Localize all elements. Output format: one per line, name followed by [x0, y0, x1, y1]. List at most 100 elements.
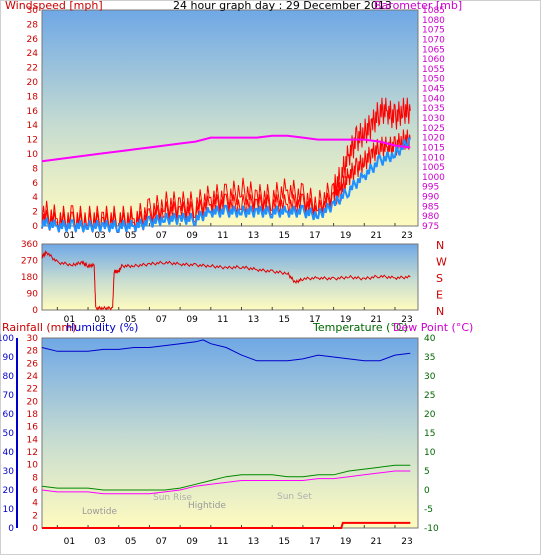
tick-layer: 0246810121416182022242628309759809859909… [0, 6, 447, 547]
baro-axis-title: Barometer [mb] [374, 0, 462, 12]
x-tick-label: 13 [248, 537, 259, 547]
rain-y-tick-label: 22 [27, 385, 38, 395]
rain-y-tick-label: 12 [27, 448, 38, 458]
x-tick-label: 13 [248, 315, 259, 325]
wind-baro-panel [41, 9, 419, 227]
temp-y-tick-label: 5 [424, 467, 430, 477]
hum-y-tick-label: 10 [3, 505, 15, 515]
rain-y-tick-label: 14 [27, 435, 39, 445]
baro-y-tick-label: 1025 [422, 124, 445, 134]
annotation-sunrise: Sun Rise [153, 493, 192, 503]
baro-y-tick-label: 995 [422, 183, 439, 193]
x-tick-label: 19 [340, 315, 352, 325]
hum-y-tick-label: 30 [3, 467, 15, 477]
temp-y-tick-label: -10 [424, 524, 439, 534]
x-tick-label: 15 [278, 315, 289, 325]
annotation-hightide: Hightide [188, 501, 226, 511]
baro-y-tick-label: 1020 [422, 134, 445, 144]
hum-y-tick-label: 100 [0, 334, 14, 344]
temp-y-tick-label: 10 [424, 448, 436, 458]
x-tick-label: 23 [401, 231, 412, 241]
dew-series-line [41, 470, 411, 495]
baro-y-tick-label: 1070 [422, 35, 445, 45]
x-tick-label: 07 [156, 537, 167, 547]
baro-y-tick-label: 1050 [422, 75, 445, 85]
temp-y-tick-label: 35 [424, 353, 435, 363]
baro-series-line [41, 134, 411, 163]
x-tick-label: 11 [217, 231, 228, 241]
temp-y-tick-label: 15 [424, 429, 435, 439]
rain-hum-temp-panel [41, 337, 419, 529]
x-tick-label: 11 [217, 537, 228, 547]
annotation-lowtide: Lowtide [82, 507, 117, 517]
x-tick-label: 05 [125, 315, 136, 325]
rain-series-line [42, 521, 411, 529]
hum-y-tick-label: 60 [3, 410, 15, 420]
temp-y-tick-label: 0 [424, 486, 430, 496]
wind-y-tick-label: 16 [27, 107, 39, 117]
rain-y-tick-label: 10 [27, 461, 39, 471]
temp-axis-title: Temperature (°C) [312, 321, 408, 334]
compass-label: N [436, 305, 444, 318]
hum-axis-title: Humidity (%) [66, 321, 138, 334]
hum-y-tick-label: 0 [8, 524, 14, 534]
compass-label: S [436, 272, 443, 285]
x-tick-label: 09 [186, 315, 198, 325]
baro-y-tick-label: 1040 [422, 94, 445, 104]
page-title: 24 hour graph day : 29 December 2013 [173, 0, 392, 12]
hum-y-tick-label: 80 [3, 372, 15, 382]
dir-series-line [41, 249, 411, 311]
dir-y-tick-label: 360 [21, 240, 38, 250]
dir-y-tick-label: 90 [27, 290, 39, 300]
wind-y-tick-label: 4 [32, 193, 38, 203]
hum-y-tick-label: 70 [3, 391, 15, 401]
hum-y-tick-label: 50 [3, 429, 15, 439]
temp-y-tick-label: 25 [424, 391, 435, 401]
x-tick-label: 13 [248, 231, 259, 241]
baro-y-tick-label: 1080 [422, 16, 445, 26]
baro-y-tick-label: 1075 [422, 26, 445, 36]
wind-y-tick-label: 26 [27, 35, 39, 45]
baro-y-tick-label: 1065 [422, 45, 445, 55]
x-tick-label: 01 [64, 315, 75, 325]
x-tick-label: 03 [94, 231, 105, 241]
x-tick-label: 03 [94, 315, 105, 325]
baro-y-tick-label: 975 [422, 222, 439, 232]
rain-y-tick-label: 8 [32, 473, 38, 483]
x-tick-label: 01 [64, 537, 75, 547]
rain-y-tick-label: 26 [27, 359, 39, 369]
x-tick-label: 21 [371, 537, 382, 547]
dir-y-tick-label: 180 [21, 273, 38, 283]
rain-y-tick-label: 24 [27, 372, 39, 382]
x-tick-label: 05 [125, 231, 136, 241]
x-tick-label: 23 [401, 315, 412, 325]
baro-y-tick-label: 980 [422, 212, 439, 222]
rain-y-tick-label: 16 [27, 423, 39, 433]
x-tick-label: 17 [309, 315, 320, 325]
wind-axis-title: Windspeed [mph] [5, 0, 103, 12]
compass-label: W [436, 256, 447, 269]
temp-y-tick-label: -5 [424, 505, 433, 515]
wind-y-tick-label: 12 [27, 136, 38, 146]
hum-y-tick-label: 20 [3, 486, 15, 496]
x-tick-label: 19 [340, 537, 352, 547]
x-tick-label: 21 [371, 231, 382, 241]
x-tick-label: 07 [156, 231, 167, 241]
wind-y-tick-label: 22 [27, 64, 38, 74]
x-tick-label: 09 [186, 231, 198, 241]
wind-y-tick-label: 10 [27, 150, 39, 160]
baro-y-tick-label: 1085 [422, 6, 445, 16]
annotation-sunset: Sun Set [277, 492, 312, 502]
wind-y-tick-label: 6 [32, 179, 38, 189]
hum-y-tick-label: 40 [3, 448, 15, 458]
rain-axis-title: Rainfall (mm) [2, 321, 76, 334]
x-tick-label: 19 [340, 231, 352, 241]
rain-y-tick-label: 30 [27, 334, 39, 344]
x-tick-label: 15 [278, 537, 289, 547]
rain-y-tick-label: 6 [32, 486, 38, 496]
rain-y-tick-label: 4 [32, 499, 38, 509]
x-tick-label: 11 [217, 315, 228, 325]
compass-label: N [436, 239, 444, 252]
